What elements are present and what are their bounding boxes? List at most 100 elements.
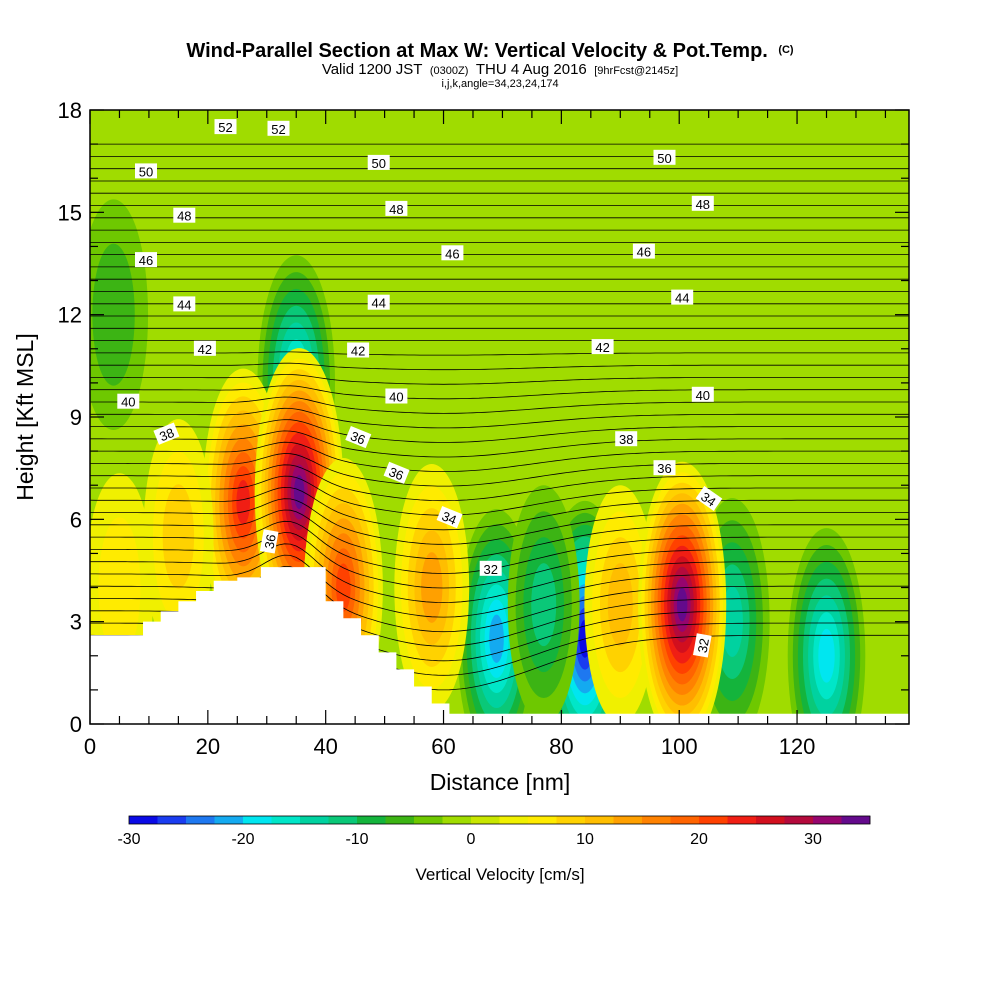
colorbar-swatch <box>670 816 700 824</box>
isentrope-label-text: 42 <box>595 340 609 355</box>
isentrope-label-box <box>653 460 676 476</box>
isentrope-label-text: 40 <box>121 395 135 410</box>
colorbar-frame <box>128 815 871 825</box>
colorbar-swatch <box>613 816 643 824</box>
colorbar-swatch <box>585 816 614 824</box>
y-tick-label: 3 <box>70 610 82 635</box>
isentrope-label-text: 34 <box>440 508 459 527</box>
isentrope-line <box>90 407 909 429</box>
terrain-mask <box>90 567 909 724</box>
isentrope-label-box <box>591 339 614 355</box>
isentrope-label: 44 <box>671 289 694 306</box>
velocity-contour <box>818 628 835 683</box>
colorbar-swatch <box>642 816 671 824</box>
colorbar-tick-label: -10 <box>345 831 368 848</box>
isentrope-label: 34 <box>436 506 463 529</box>
colorbar-swatch <box>556 816 586 824</box>
isentrope-label-text: 32 <box>483 562 497 577</box>
isentrope-label-box <box>383 461 410 484</box>
isentrope-label-box <box>691 386 714 402</box>
plot-area: 52 52 50 50 50 48 48 48 46 46 46 44 44 44 42 42 42 40 40 40… <box>90 110 909 724</box>
isentrope-label: 50 <box>367 154 390 171</box>
x-tick-label: 120 <box>779 734 816 759</box>
colorbar-swatch <box>727 816 757 824</box>
isentrope-line <box>90 532 909 589</box>
isentrope-label-text: 32 <box>695 637 712 654</box>
velocity-contour <box>236 479 250 525</box>
colorbar-swatch <box>471 816 500 824</box>
colorbar-tick-label: 10 <box>576 831 594 848</box>
isentrope-label: 50 <box>135 163 157 179</box>
colorbar: -30 -20 -10 0 10 20 30 <box>117 815 871 848</box>
velocity-contour <box>336 563 351 612</box>
updraft-cell-5 <box>638 461 727 724</box>
isentrope-label-box <box>693 633 712 658</box>
chart-title: Wind-Parallel Section at Max W: Vertical… <box>186 40 794 62</box>
colorbar-swatch <box>784 816 814 824</box>
isentrope-label: 40 <box>385 388 408 405</box>
y-tick-label: 6 <box>70 507 82 532</box>
isentrope-label: 50 <box>653 149 676 166</box>
updraft-cell-4 <box>584 485 657 724</box>
isentrope-label-box <box>367 294 390 310</box>
velocity-contour <box>676 587 688 622</box>
isentrope-label-box <box>632 243 655 259</box>
x-tick-label: 20 <box>196 734 220 759</box>
y-tick-label: 0 <box>70 712 82 737</box>
isentrope-label-box <box>117 393 140 409</box>
isentrope-label-text: 50 <box>371 156 385 171</box>
isentrope-label: 40 <box>117 393 140 410</box>
colorbar-swatch <box>385 816 415 824</box>
colorbar-swatch <box>357 816 386 824</box>
isentrope-line <box>90 419 909 443</box>
isentrope-label-text: 40 <box>389 390 403 405</box>
isentrope-label-text: 44 <box>371 296 385 311</box>
colorbar-swatch <box>243 816 272 824</box>
isentrope-label-text: 48 <box>177 209 191 224</box>
isentrope-label-text: 52 <box>218 120 232 135</box>
isentrope-line <box>90 486 909 531</box>
colorbar-swatch <box>186 816 215 824</box>
isentrope-label-text: 42 <box>198 342 212 357</box>
isentrope-label-box <box>193 340 216 356</box>
isentrope-label-text: 34 <box>698 489 718 510</box>
isentrope-label-box <box>385 200 408 216</box>
isentrope-line <box>90 554 909 618</box>
isentrope-label: 38 <box>153 422 180 445</box>
colorbar-title: Vertical Velocity [cm/s] <box>415 865 584 884</box>
isentrope-line <box>90 464 909 502</box>
isentrope-label: 34 <box>695 486 723 511</box>
colorbar-swatch <box>756 816 785 824</box>
chart-subtitle: Valid 1200 JST (0300Z) THU 4 Aug 2016 [9… <box>322 61 678 78</box>
isentrope-label: 48 <box>385 200 408 217</box>
y-tick-label: 15 <box>58 200 82 225</box>
isentrope-label-box <box>367 154 390 170</box>
isentrope-label-text: 42 <box>351 344 365 359</box>
velocity-contour <box>607 563 633 647</box>
isentrope-label-box <box>153 422 180 445</box>
isentrope-label-box <box>436 506 463 529</box>
isentrope-label-box <box>671 289 694 305</box>
colorbar-swatch <box>271 816 301 824</box>
isentrope-label: 46 <box>135 252 157 268</box>
isentrope-line <box>90 441 909 473</box>
colorbar-swatch <box>414 816 443 824</box>
isentrope-label: 40 <box>691 386 714 403</box>
isentrope-label-text: 48 <box>389 202 403 217</box>
isentrope-label-box <box>135 252 157 268</box>
isentrope-label: 46 <box>632 243 655 260</box>
isentrope-label-box <box>695 486 723 511</box>
isentrope-label: 44 <box>173 296 196 312</box>
isentrope-label-box <box>259 529 279 554</box>
isentrope-line <box>90 385 909 400</box>
colorbar-swatch <box>328 816 358 824</box>
isentrope-label-box <box>653 149 676 165</box>
isentrope-label-text: 50 <box>657 151 671 166</box>
isentrope-line <box>90 475 909 516</box>
downdraft-cell-2 <box>507 485 580 724</box>
isentrope-line <box>90 453 909 487</box>
isentrope-label: 36 <box>345 425 372 449</box>
isentrope-label: 32 <box>479 560 502 577</box>
isentrope-label-box <box>345 425 372 449</box>
